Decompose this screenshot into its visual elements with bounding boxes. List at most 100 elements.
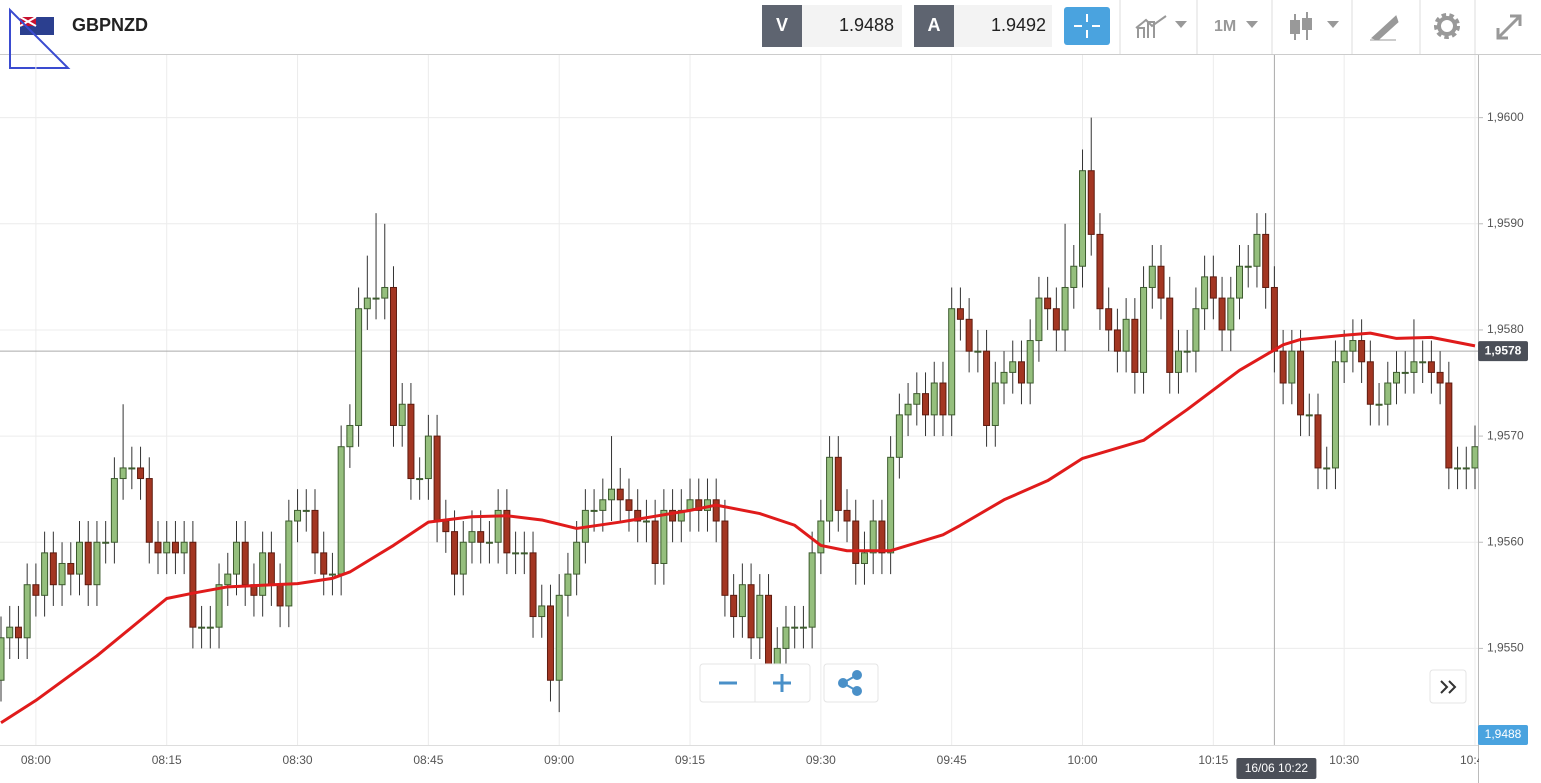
- candle-body: [1384, 382, 1392, 405]
- symbol: GBPNZD: [72, 15, 148, 35]
- crosshair-time-label: 16/06 10:22: [1245, 761, 1309, 775]
- candle-body: [756, 594, 764, 639]
- candle-body: [198, 626, 206, 629]
- candle-body: [1122, 318, 1130, 352]
- candle-body: [75, 541, 83, 575]
- candle-body: [407, 403, 415, 480]
- candle-body: [799, 626, 807, 629]
- candle-body: [1236, 265, 1244, 299]
- candle-body: [904, 403, 912, 416]
- candle-body: [189, 541, 197, 628]
- candle-body: [503, 509, 511, 554]
- share-button[interactable]: [838, 670, 862, 696]
- timeframe[interactable]: 1M: [1214, 18, 1236, 35]
- candle-body: [102, 541, 110, 544]
- candle-body: [538, 605, 546, 618]
- candle-body: [494, 509, 502, 543]
- candle-body: [381, 286, 389, 299]
- crosshair-button[interactable]: [1064, 7, 1110, 45]
- candle-body: [84, 541, 92, 586]
- x-tick-label: 09:30: [806, 753, 836, 767]
- candle-body: [983, 350, 991, 426]
- ask-box[interactable]: [954, 5, 1052, 47]
- candle-body: [1375, 403, 1383, 406]
- ask-button[interactable]: [914, 5, 954, 47]
- bid-price: 1.9488: [839, 15, 894, 35]
- candle-body: [1331, 361, 1339, 469]
- candle-body: [1157, 265, 1165, 299]
- candle-body: [730, 594, 738, 618]
- zoom-in-button[interactable]: [773, 674, 791, 692]
- candle-body: [372, 297, 380, 300]
- candle-body: [346, 424, 354, 448]
- candle-body: [974, 350, 982, 353]
- candle-body: [939, 382, 947, 416]
- candle-body: [1140, 286, 1148, 373]
- candle-body: [398, 403, 406, 426]
- candle-body: [642, 520, 650, 523]
- indicator-button[interactable]: [1135, 15, 1187, 38]
- candle-body: [58, 562, 66, 586]
- candle-body: [1462, 467, 1470, 470]
- candle-body: [1314, 414, 1322, 469]
- candle-body: [695, 499, 703, 511]
- flag-icon: [9, 7, 71, 69]
- candle-body: [555, 594, 563, 681]
- moving-average-line: [0, 331, 1476, 724]
- candle-body: [355, 308, 363, 426]
- candle-body: [852, 520, 860, 564]
- candle-body: [32, 584, 40, 596]
- candle-body: [389, 286, 397, 426]
- candle-body: [1052, 308, 1060, 331]
- settings-button[interactable]: [1434, 13, 1460, 39]
- x-tick-label: 10:15: [1198, 753, 1228, 767]
- draw-button[interactable]: [1370, 15, 1399, 41]
- y-tick-label: 1,9560: [1487, 534, 1524, 548]
- candle-body: [1201, 276, 1209, 310]
- candle-body: [616, 488, 624, 501]
- chart-type-button[interactable]: [1290, 12, 1339, 40]
- candle-body: [660, 509, 668, 564]
- candle-body: [241, 541, 249, 586]
- toolbar-separators: [1119, 0, 1476, 54]
- candle-body: [232, 541, 240, 575]
- scroll-latest-button[interactable]: [1440, 680, 1457, 694]
- x-tick-label: 10:00: [1067, 753, 1097, 767]
- candle-body: [887, 456, 895, 554]
- fullscreen-button[interactable]: [1496, 14, 1522, 40]
- candle-body: [625, 499, 633, 511]
- candle-body: [608, 488, 616, 501]
- candle-body: [1218, 297, 1226, 331]
- candle-body: [930, 382, 938, 416]
- candle-body: [6, 626, 14, 639]
- candle-body: [1227, 297, 1235, 331]
- candle-body: [137, 467, 145, 480]
- candle-body: [110, 478, 118, 543]
- candle-body: [826, 456, 834, 522]
- candle-body: [860, 552, 868, 564]
- candle-body: [991, 382, 999, 426]
- candle-body: [1340, 350, 1348, 363]
- candle-body: [791, 626, 799, 629]
- x-tick-label: 10:30: [1329, 753, 1359, 767]
- candle-body: [546, 605, 554, 681]
- candle-body: [1044, 297, 1052, 310]
- bid-button[interactable]: [762, 5, 802, 47]
- crosshair-price-box: [1478, 341, 1528, 362]
- candle-body: [948, 308, 956, 416]
- candle-body: [451, 531, 459, 575]
- candle-body: [1305, 414, 1313, 417]
- candle-body: [1000, 371, 1008, 384]
- candle-body: [259, 552, 267, 596]
- timeframe-caret: [1246, 21, 1258, 28]
- candle-body: [180, 541, 188, 554]
- candle-body: [1427, 361, 1435, 373]
- candle-body: [215, 584, 223, 628]
- candle-body: [14, 626, 22, 639]
- candle-body: [1009, 361, 1017, 373]
- candle-body: [1026, 340, 1034, 384]
- candle-body: [1297, 350, 1305, 416]
- bid-box[interactable]: [802, 5, 902, 47]
- candle-body: [599, 499, 607, 511]
- axis-area: 1,9550 1,9560 1,9570 1,9580 1,9590 1,9600 08:0…: [21, 110, 1541, 783]
